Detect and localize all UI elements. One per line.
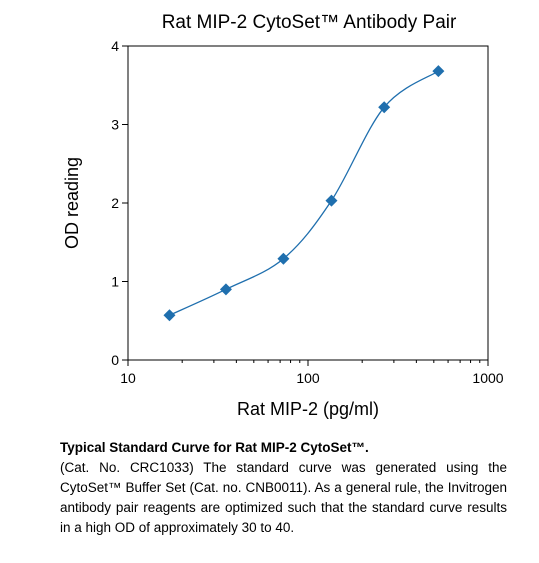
data-point-marker xyxy=(277,252,290,265)
x-tick-label: 10 xyxy=(120,370,136,386)
y-tick-label: 0 xyxy=(111,352,119,368)
y-tick-label: 2 xyxy=(111,195,119,211)
x-axis-label: Rat MIP-2 (pg/ml) xyxy=(237,399,379,419)
y-tick-label: 4 xyxy=(111,38,119,54)
standard-curve-chart: Rat MIP-2 CytoSet™ Antibody Pair 0 1 2 3 4 1… xyxy=(62,12,504,419)
series-curve xyxy=(169,70,439,316)
plot-frame xyxy=(127,45,489,361)
data-point-marker xyxy=(163,309,176,322)
caption-title: Typical Standard Curve for Rat MIP-2 Cyt… xyxy=(60,440,369,455)
data-point-marker xyxy=(219,283,232,296)
chart-title: Rat MIP-2 CytoSet™ Antibody Pair xyxy=(162,12,457,33)
data-point-marker xyxy=(325,194,338,207)
x-tick-label: 1000 xyxy=(472,370,503,386)
y-tick-label: 3 xyxy=(111,117,119,133)
caption-body: (Cat. No. CRC1033) The standard curve wa… xyxy=(60,460,507,535)
x-tick-label: 100 xyxy=(296,370,320,386)
figure-caption: Typical Standard Curve for Rat MIP-2 Cyt… xyxy=(60,438,507,538)
y-axis-ticks: 0 1 2 3 4 xyxy=(111,38,128,368)
y-tick-label: 1 xyxy=(111,274,119,290)
series-markers xyxy=(163,65,445,322)
data-point-marker xyxy=(378,101,391,114)
data-point-marker xyxy=(432,65,445,78)
x-axis-ticks: 10 100 1000 xyxy=(120,360,504,386)
y-axis-label: OD reading xyxy=(62,157,82,249)
